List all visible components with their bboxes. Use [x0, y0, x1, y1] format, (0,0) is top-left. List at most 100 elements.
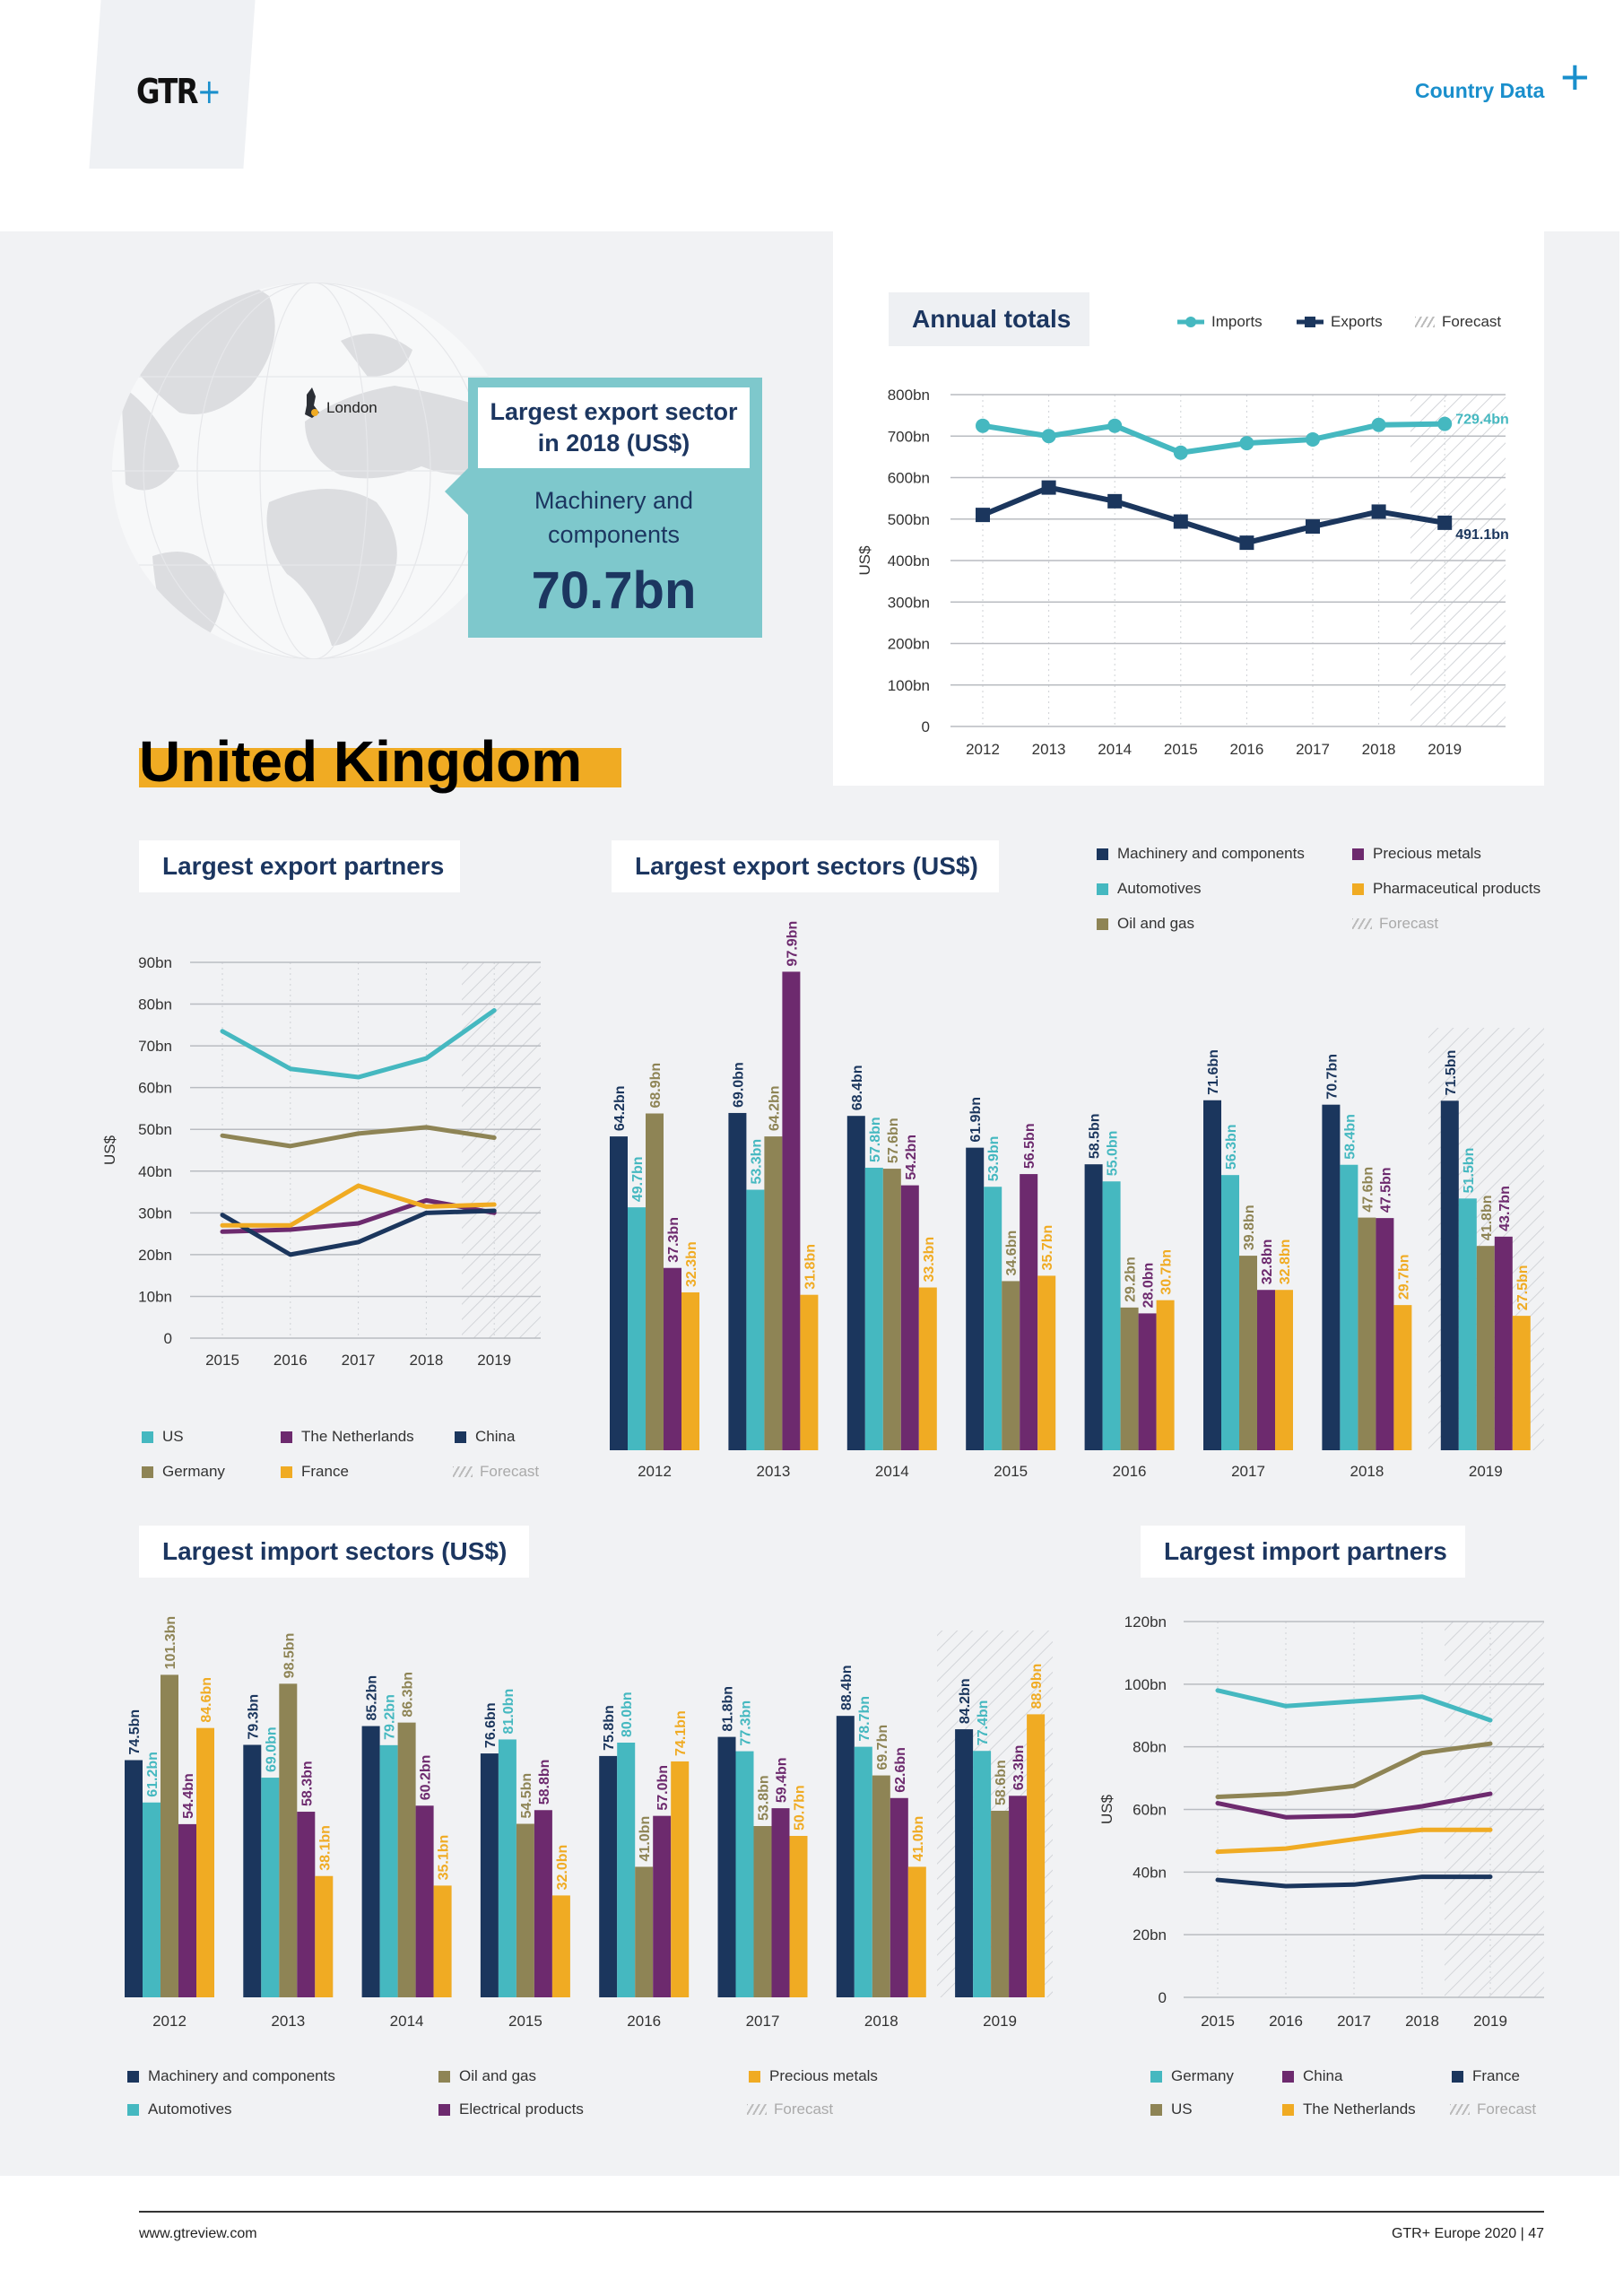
- series-line-germany: [220, 1125, 497, 1149]
- bar: [1037, 1275, 1056, 1450]
- legend-label: France: [1472, 2067, 1520, 2084]
- y-axis-label: US$: [101, 1135, 118, 1165]
- x-tick-label: 2018: [864, 2013, 898, 2030]
- series-line-imports: [980, 421, 1448, 456]
- bar: [628, 1207, 646, 1450]
- y-tick-label: 0: [922, 718, 930, 735]
- series-line-exports: [980, 484, 1448, 546]
- bar-value-label: 98.5bn: [282, 1633, 297, 1679]
- x-tick-label: 2019: [1428, 741, 1462, 758]
- bar-value-label: 64.2bn: [767, 1085, 782, 1131]
- bar-value-label: 75.8bn: [602, 1705, 617, 1751]
- x-tick-label: 2018: [1362, 741, 1396, 758]
- bar-value-label: 28.0bn: [1141, 1263, 1157, 1309]
- x-tick-label: 2015: [994, 1463, 1028, 1480]
- bar: [984, 1187, 1002, 1450]
- bar-value-label: 88.9bn: [1029, 1664, 1045, 1709]
- bar: [882, 1169, 901, 1450]
- bar-value-label: 69.7bn: [875, 1725, 890, 1770]
- y-tick-label: 20bn: [1133, 1926, 1167, 1944]
- bar: [617, 1743, 636, 1997]
- bar-value-label: 69.0bn: [731, 1062, 746, 1108]
- series-line-germany: [1215, 1688, 1493, 1723]
- bar: [635, 1866, 654, 1997]
- bar: [918, 1287, 937, 1450]
- legend-imports: Imports: [1177, 313, 1263, 331]
- bar: [728, 1112, 747, 1450]
- y-tick-label: 200bn: [888, 636, 930, 653]
- section-label: Country Data: [1415, 79, 1545, 102]
- bar: [1358, 1217, 1376, 1450]
- legend-label: Precious metals: [1373, 845, 1481, 862]
- bar-value-label: 68.4bn: [850, 1065, 865, 1111]
- bar-value-label: 37.3bn: [666, 1217, 681, 1263]
- series-line-france: [1215, 1874, 1493, 1889]
- bar-value-label: 63.3bn: [1011, 1745, 1027, 1791]
- y-axis-label: US$: [1098, 1794, 1115, 1824]
- bar-value-label: 27.5bn: [1515, 1265, 1531, 1310]
- bar: [599, 1755, 618, 1997]
- hatch-icon: [1415, 317, 1435, 327]
- swatch-icon: [1150, 2103, 1162, 2116]
- data-point: [1041, 480, 1056, 495]
- bar: [297, 1812, 316, 1997]
- data-point: [1306, 431, 1320, 447]
- legend-china: China: [1282, 2067, 1342, 2085]
- legend-label: Germany: [1171, 2067, 1234, 2084]
- bar-value-label: 101.3bn: [163, 1616, 178, 1670]
- bar: [681, 1292, 699, 1450]
- bar: [1239, 1256, 1257, 1450]
- bar: [1203, 1100, 1221, 1450]
- bar: [1494, 1236, 1513, 1450]
- y-tick-label: 120bn: [1124, 1613, 1167, 1631]
- swatch-icon: [1282, 2103, 1294, 2116]
- import-sectors-title: Largest import sectors (US$): [139, 1526, 529, 1578]
- bar: [498, 1739, 516, 1997]
- bar-value-label: 53.3bn: [749, 1139, 764, 1185]
- bar-value-label: 68.9bn: [648, 1063, 664, 1109]
- bar-value-label: 71.5bn: [1444, 1050, 1459, 1096]
- hatch-icon: [453, 1466, 473, 1477]
- bar: [664, 1267, 681, 1450]
- export-partners-chart: 2015 2016 2017 2018 2019 0 10bn 20bn 30bn 40bn 50b…: [101, 954, 541, 1369]
- swatch-icon: [1150, 2070, 1162, 2083]
- bar: [1002, 1281, 1020, 1450]
- bar: [379, 1744, 398, 1997]
- swatch-icon: [142, 1465, 153, 1478]
- bar-value-label: 86.3bn: [401, 1672, 416, 1718]
- bar-value-label: 54.5bn: [519, 1773, 534, 1819]
- data-point: [1107, 493, 1123, 509]
- bar-value-label: 57.6bn: [886, 1118, 901, 1163]
- bar-value-label: 32.3bn: [684, 1241, 699, 1287]
- bar: [900, 1185, 919, 1450]
- x-tick-label: 2013: [271, 2013, 305, 2030]
- legend-netherlands: The Netherlands: [1282, 2100, 1416, 2118]
- bar: [1020, 1174, 1038, 1450]
- y-tick-label: 40bn: [1133, 1864, 1167, 1881]
- data-point: [1107, 418, 1123, 433]
- data-label: 729.4bn: [1455, 413, 1509, 428]
- data-point: [1437, 416, 1453, 431]
- bar: [1376, 1218, 1394, 1450]
- bar-value-label: 56.5bn: [1022, 1123, 1037, 1169]
- swatch-icon: [1352, 883, 1364, 895]
- legend-automotives: Automotives: [1097, 880, 1202, 898]
- bar-value-label: 69.0bn: [264, 1726, 279, 1772]
- x-tick-label: 2015: [508, 2013, 542, 2030]
- y-tick-label: 40bn: [138, 1163, 172, 1180]
- x-tick-label: 2015: [1201, 2013, 1235, 2030]
- bar: [361, 1726, 380, 1997]
- bar-value-label: 58.8bn: [537, 1760, 552, 1805]
- bar: [653, 1815, 672, 1997]
- bar-value-label: 79.2bn: [383, 1694, 398, 1740]
- bar: [261, 1778, 280, 1997]
- bar: [836, 1716, 855, 1997]
- annual-totals-title: Annual totals: [889, 292, 1089, 346]
- x-tick-label: 2012: [966, 741, 1000, 758]
- footer-url[interactable]: www.gtreview.com: [139, 2226, 257, 2241]
- gtr-logo: GTR+: [136, 72, 221, 111]
- bar: [161, 1674, 178, 1997]
- footer-divider: [139, 2211, 1544, 2213]
